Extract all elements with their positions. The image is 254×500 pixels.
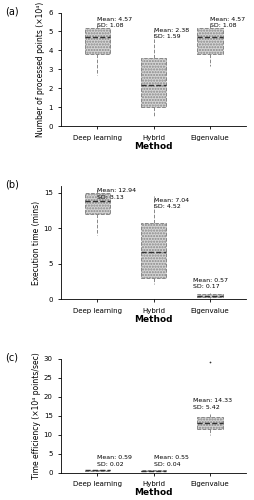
Text: Mean: 4.57
SD: 1.08: Mean: 4.57 SD: 1.08 bbox=[210, 17, 245, 28]
PathPatch shape bbox=[85, 28, 110, 54]
PathPatch shape bbox=[197, 294, 223, 298]
Text: (c): (c) bbox=[5, 353, 18, 363]
Text: Mean: 2.38
SD: 1.59: Mean: 2.38 SD: 1.59 bbox=[154, 28, 189, 39]
PathPatch shape bbox=[197, 418, 223, 429]
Text: Mean: 7.04
SD: 4.52: Mean: 7.04 SD: 4.52 bbox=[154, 198, 189, 209]
Text: Mean: 14.33
SD: 5.42: Mean: 14.33 SD: 5.42 bbox=[193, 398, 232, 409]
X-axis label: Method: Method bbox=[134, 488, 173, 497]
Text: Mean: 0.55
SD: 0.04: Mean: 0.55 SD: 0.04 bbox=[154, 456, 188, 466]
Y-axis label: Execution time (mins): Execution time (mins) bbox=[32, 200, 41, 284]
PathPatch shape bbox=[141, 470, 166, 471]
Text: Mean: 0.57
SD: 0.17: Mean: 0.57 SD: 0.17 bbox=[193, 278, 228, 289]
X-axis label: Method: Method bbox=[134, 315, 173, 324]
PathPatch shape bbox=[85, 192, 110, 214]
Text: Mean: 12.94
SD: 3.13: Mean: 12.94 SD: 3.13 bbox=[98, 188, 137, 200]
Text: Mean: 0.59
SD: 0.02: Mean: 0.59 SD: 0.02 bbox=[98, 456, 133, 466]
Text: (a): (a) bbox=[5, 7, 19, 17]
PathPatch shape bbox=[197, 28, 223, 54]
Y-axis label: Time efficiency (×10⁴ points/sec): Time efficiency (×10⁴ points/sec) bbox=[32, 352, 41, 479]
Text: Mean: 4.57
SD: 1.08: Mean: 4.57 SD: 1.08 bbox=[98, 17, 133, 28]
Text: (b): (b) bbox=[5, 180, 19, 190]
X-axis label: Method: Method bbox=[134, 142, 173, 151]
PathPatch shape bbox=[141, 224, 166, 278]
Y-axis label: Number of processed points (×10⁴): Number of processed points (×10⁴) bbox=[36, 2, 45, 137]
PathPatch shape bbox=[141, 58, 166, 108]
